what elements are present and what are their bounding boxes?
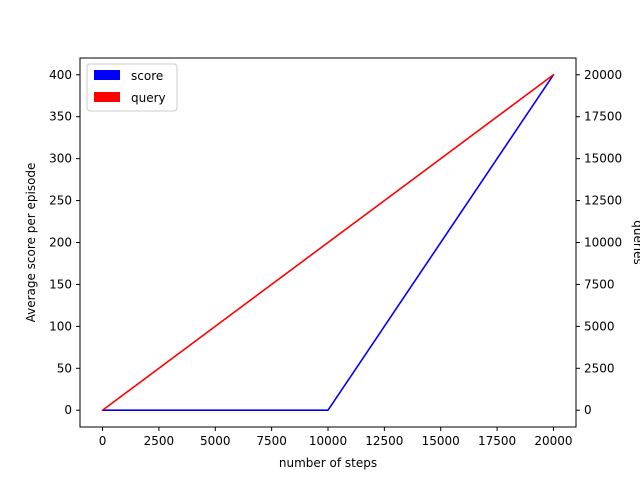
y2-axis-label: queries bbox=[631, 220, 640, 265]
y-tick-label: 200 bbox=[49, 236, 72, 250]
x-tick-label: 2500 bbox=[144, 434, 175, 448]
y-tick-label: 300 bbox=[49, 152, 72, 166]
x-axis-label: number of steps bbox=[279, 456, 377, 470]
y-tick-label: 350 bbox=[49, 110, 72, 124]
y-tick-label: 250 bbox=[49, 194, 72, 208]
y2-tick-label: 7500 bbox=[584, 277, 615, 291]
x-tick-label: 10000 bbox=[309, 434, 347, 448]
x-tick-label: 15000 bbox=[422, 434, 460, 448]
legend-label-score: score bbox=[131, 69, 163, 83]
series-line-query bbox=[101, 73, 555, 412]
y-tick-label: 400 bbox=[49, 68, 72, 82]
y2-tick-label: 20000 bbox=[584, 68, 622, 82]
y2-tick-label: 10000 bbox=[584, 236, 622, 250]
series-layer bbox=[101, 73, 555, 412]
y-tick-label: 150 bbox=[49, 277, 72, 291]
x-tick-label: 0 bbox=[99, 434, 107, 448]
x-tick-label: 12500 bbox=[365, 434, 403, 448]
x-tick-label: 5000 bbox=[200, 434, 231, 448]
legend-label-query: query bbox=[131, 91, 166, 105]
y2-tick-label: 12500 bbox=[584, 194, 622, 208]
y-axis-right: 0 2500 5000 7500 10000 12500 15000 17500 20000 bbox=[576, 68, 622, 417]
y2-tick-label: 0 bbox=[584, 403, 592, 417]
y-tick-label: 100 bbox=[49, 319, 72, 333]
y-tick-label: 0 bbox=[64, 403, 72, 417]
y-axis-left: 0 50 100 150 200 250 300 350 400 bbox=[49, 68, 80, 417]
y-axis-label: Average score per episode bbox=[24, 163, 38, 323]
legend-swatch-query bbox=[94, 92, 120, 102]
y2-tick-label: 17500 bbox=[584, 110, 622, 124]
y2-tick-label: 15000 bbox=[584, 152, 622, 166]
y2-tick-label: 2500 bbox=[584, 361, 615, 375]
series-line-score bbox=[101, 73, 555, 412]
legend-swatch-score bbox=[94, 70, 120, 80]
x-tick-label: 20000 bbox=[534, 434, 572, 448]
legend: score query bbox=[86, 63, 178, 112]
y-tick-label: 50 bbox=[57, 361, 72, 375]
x-tick-label: 7500 bbox=[256, 434, 287, 448]
y2-tick-label: 5000 bbox=[584, 319, 615, 333]
x-tick-label: 17500 bbox=[478, 434, 516, 448]
x-axis: 0 2500 5000 7500 10000 12500 15000 17500 20000 bbox=[99, 427, 573, 448]
